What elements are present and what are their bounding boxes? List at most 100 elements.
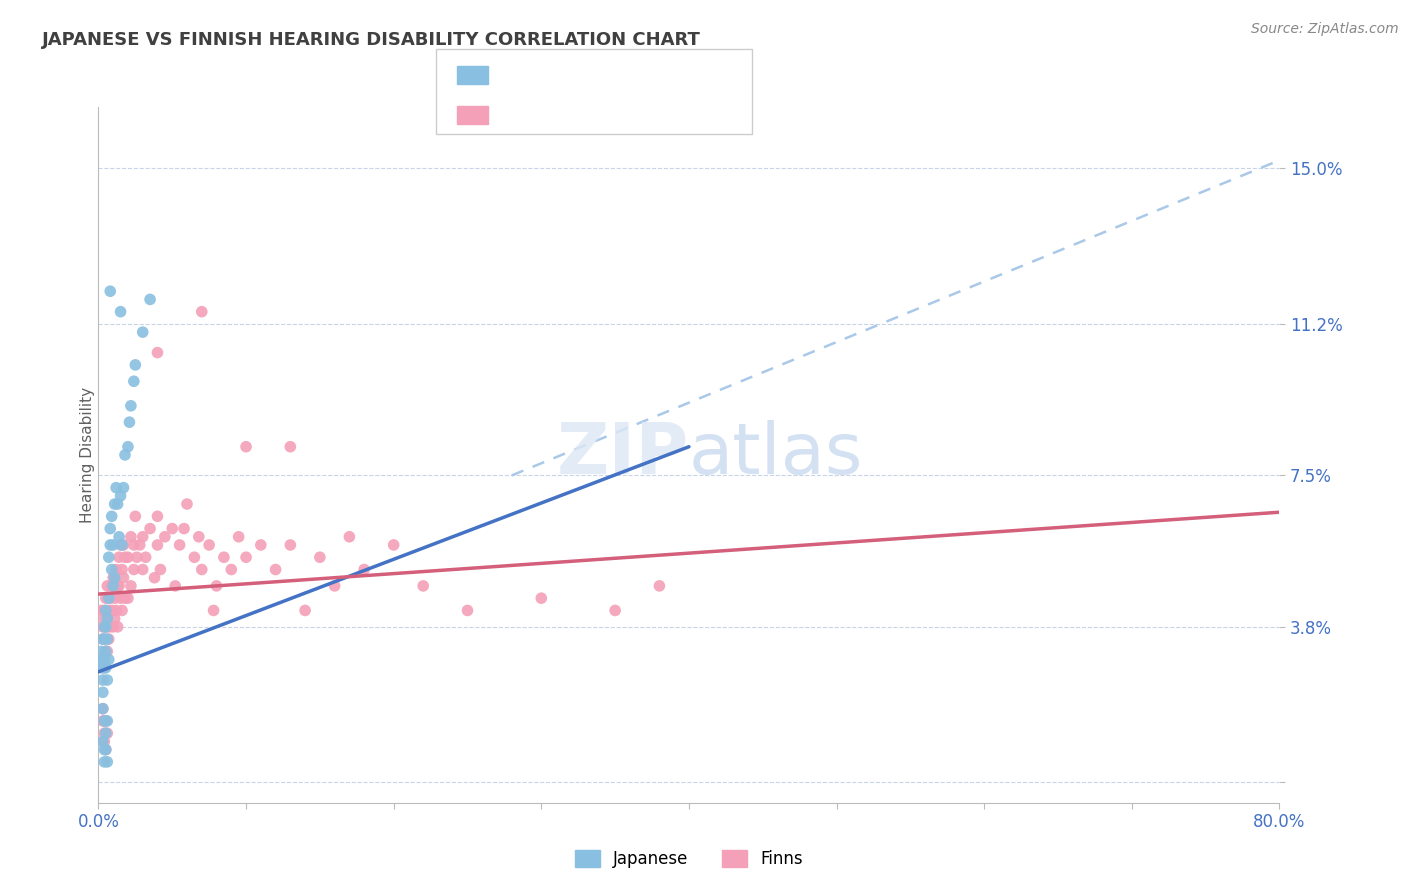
Point bbox=[96, 579, 118, 593]
Point bbox=[176, 497, 198, 511]
Point bbox=[98, 591, 121, 606]
Point bbox=[94, 742, 117, 756]
Point bbox=[96, 673, 118, 687]
Point bbox=[122, 562, 145, 576]
Point bbox=[94, 620, 117, 634]
Point bbox=[124, 509, 146, 524]
Point bbox=[149, 562, 172, 576]
Text: R = 0.363   N = 44: R = 0.363 N = 44 bbox=[496, 65, 681, 83]
Point bbox=[96, 632, 118, 646]
Point bbox=[605, 603, 627, 617]
Point bbox=[103, 538, 125, 552]
Point bbox=[100, 562, 122, 576]
Point bbox=[93, 652, 115, 666]
Point bbox=[530, 591, 553, 606]
Point bbox=[91, 632, 114, 646]
Point bbox=[132, 562, 155, 576]
Point bbox=[118, 415, 141, 429]
Point bbox=[112, 481, 135, 495]
Point bbox=[110, 489, 132, 503]
Point bbox=[124, 358, 146, 372]
Point bbox=[235, 440, 257, 454]
Point bbox=[412, 579, 434, 593]
Point bbox=[122, 538, 145, 552]
Point bbox=[108, 530, 131, 544]
Point bbox=[91, 701, 114, 715]
Point bbox=[117, 591, 139, 606]
Point bbox=[94, 591, 117, 606]
Point bbox=[132, 530, 155, 544]
Point bbox=[205, 579, 228, 593]
Point bbox=[94, 714, 117, 728]
Point bbox=[173, 522, 195, 536]
Point bbox=[139, 293, 162, 307]
Point bbox=[93, 742, 115, 756]
Point bbox=[110, 591, 132, 606]
Point bbox=[90, 603, 112, 617]
Point bbox=[108, 579, 131, 593]
Text: ZIP: ZIP bbox=[557, 420, 689, 490]
Point bbox=[93, 714, 115, 728]
Point bbox=[146, 345, 169, 359]
Point bbox=[117, 440, 139, 454]
Point bbox=[165, 579, 187, 593]
Point bbox=[183, 550, 205, 565]
Point bbox=[93, 612, 115, 626]
Text: atlas: atlas bbox=[689, 420, 863, 490]
Point bbox=[108, 550, 131, 565]
Point bbox=[107, 620, 129, 634]
Point bbox=[111, 603, 134, 617]
Point bbox=[153, 530, 176, 544]
Point bbox=[91, 701, 114, 715]
Point bbox=[110, 538, 132, 552]
Point bbox=[94, 603, 117, 617]
Point bbox=[120, 530, 142, 544]
Point bbox=[96, 644, 118, 658]
Point bbox=[94, 742, 117, 756]
Point bbox=[91, 673, 114, 687]
Point bbox=[98, 620, 121, 634]
Point bbox=[93, 620, 115, 634]
Point bbox=[105, 481, 128, 495]
Point bbox=[93, 603, 115, 617]
Legend: Japanese, Finns: Japanese, Finns bbox=[568, 843, 810, 874]
Point bbox=[96, 612, 118, 626]
Point bbox=[96, 620, 118, 634]
Point bbox=[191, 562, 214, 576]
Point bbox=[91, 620, 114, 634]
Point bbox=[187, 530, 209, 544]
Point bbox=[114, 550, 136, 565]
Point bbox=[105, 562, 128, 576]
Point bbox=[202, 603, 225, 617]
Point bbox=[111, 562, 134, 576]
Point bbox=[132, 325, 155, 339]
Point bbox=[235, 550, 257, 565]
Point bbox=[96, 714, 118, 728]
Point bbox=[198, 538, 221, 552]
Point bbox=[93, 661, 115, 675]
Point bbox=[91, 734, 114, 748]
Text: Source: ZipAtlas.com: Source: ZipAtlas.com bbox=[1251, 22, 1399, 37]
Point bbox=[97, 652, 120, 666]
Point bbox=[146, 509, 169, 524]
Point bbox=[294, 603, 316, 617]
Point bbox=[250, 538, 273, 552]
Point bbox=[191, 304, 214, 318]
Point bbox=[111, 538, 134, 552]
Point bbox=[94, 644, 117, 658]
Point bbox=[103, 620, 125, 634]
Point bbox=[456, 603, 478, 617]
Point bbox=[110, 304, 132, 318]
Point bbox=[91, 685, 114, 699]
Point bbox=[91, 652, 114, 666]
Point bbox=[100, 509, 122, 524]
Point bbox=[97, 591, 120, 606]
Point bbox=[146, 538, 169, 552]
Point bbox=[93, 734, 115, 748]
Point bbox=[117, 550, 139, 565]
Point bbox=[94, 726, 117, 740]
Point bbox=[97, 550, 120, 565]
Point bbox=[100, 579, 122, 593]
Point bbox=[278, 538, 302, 552]
Point bbox=[105, 603, 128, 617]
